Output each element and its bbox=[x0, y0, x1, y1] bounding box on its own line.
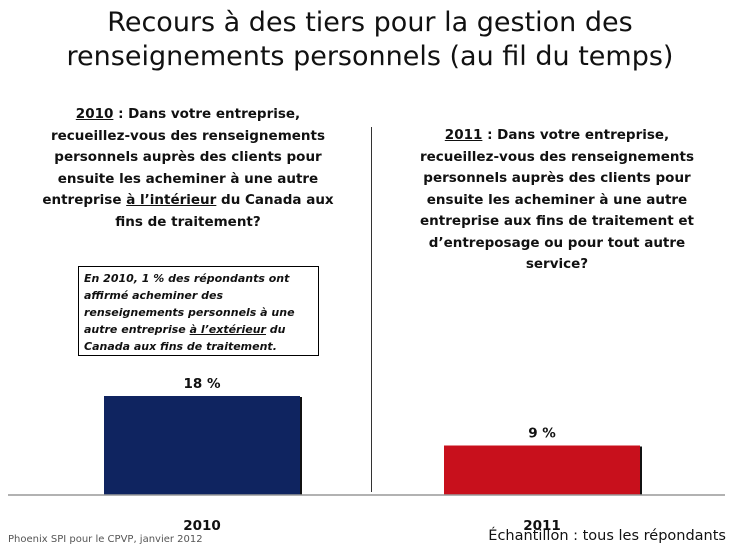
bar-2011 bbox=[444, 445, 640, 495]
chart-title: Recours à des tiers pour la gestion des … bbox=[0, 6, 740, 74]
question-2011-year: 2011 bbox=[444, 127, 483, 143]
question-2010-emphasis: à l’intérieur bbox=[126, 192, 217, 208]
note-tail: du Canada aux fins de traitement. bbox=[84, 323, 286, 353]
value-label-2010: 18 % bbox=[183, 376, 220, 392]
question-2010: 2010 : Dans votre entreprise, recueillez… bbox=[38, 104, 338, 233]
category-label-2010: 2010 bbox=[183, 518, 221, 534]
question-2010-tail: du Canada aux fins de traitement? bbox=[115, 192, 334, 230]
title-line-2: renseignements personnels (au fil du tem… bbox=[66, 41, 674, 72]
category-label-2011: 2011 bbox=[523, 518, 561, 534]
question-2011-text: : Dans votre entreprise, recueillez-vous… bbox=[419, 127, 695, 272]
source-footer: Phoenix SPI pour le CPVP, janvier 2012 bbox=[8, 534, 203, 545]
sample-footer: Échantillon : tous les répondants bbox=[488, 528, 726, 544]
note-box: En 2010, 1 % des répondants ont affirmé … bbox=[78, 266, 319, 356]
panel-divider bbox=[371, 127, 372, 492]
value-label-2011: 9 % bbox=[528, 426, 556, 442]
bar-2010 bbox=[104, 396, 300, 495]
question-2011: 2011 : Dans votre entreprise, recueillez… bbox=[412, 125, 702, 276]
question-2010-lead: : Dans votre entreprise, recueillez-vous… bbox=[42, 106, 326, 208]
question-2010-year: 2010 bbox=[75, 106, 114, 122]
note-lead: En 2010, 1 % des répondants ont affirmé … bbox=[84, 272, 295, 336]
note-emphasis: à l’extérieur bbox=[189, 323, 266, 336]
title-line-1: Recours à des tiers pour la gestion des bbox=[107, 7, 633, 38]
